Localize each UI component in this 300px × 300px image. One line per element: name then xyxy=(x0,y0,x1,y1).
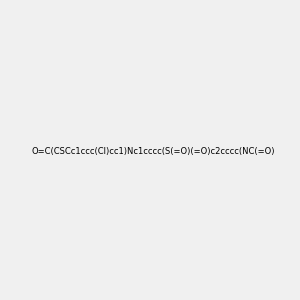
Text: O=C(CSCc1ccc(Cl)cc1)Nc1cccc(S(=O)(=O)c2cccc(NC(=O): O=C(CSCc1ccc(Cl)cc1)Nc1cccc(S(=O)(=O)c2c… xyxy=(32,147,275,156)
